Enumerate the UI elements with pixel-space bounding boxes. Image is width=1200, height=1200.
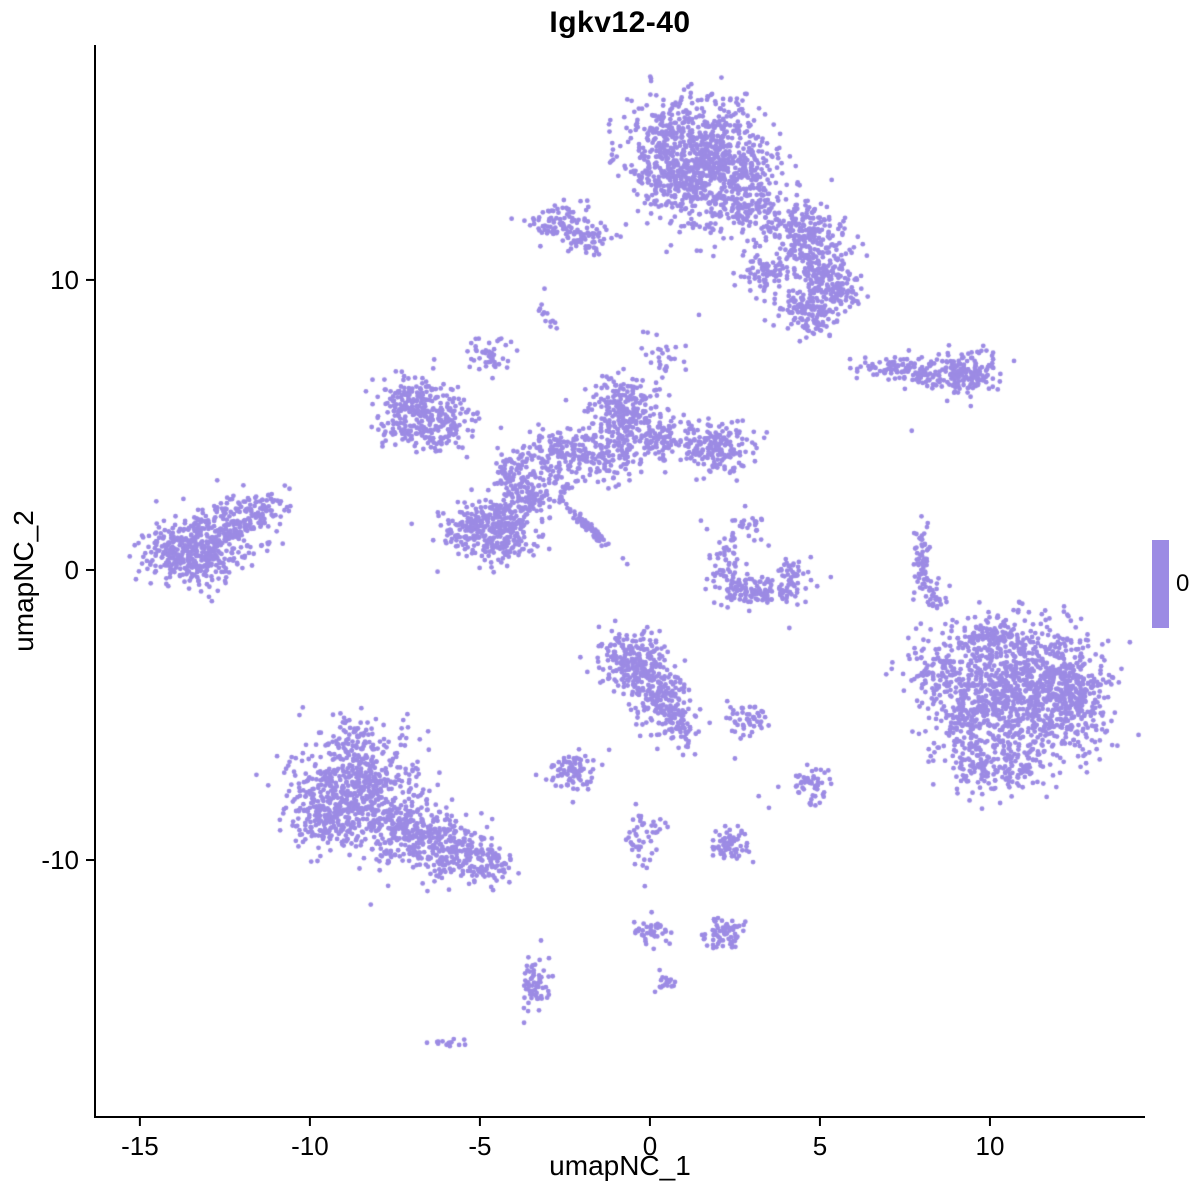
x-tick-label: -15 (121, 1131, 159, 1161)
y-tick-label: 0 (65, 555, 79, 585)
y-tick-label: 10 (50, 265, 79, 295)
y-tick-label: -10 (41, 845, 79, 875)
x-tick-label: -5 (468, 1131, 491, 1161)
x-tick-label: 5 (813, 1131, 827, 1161)
x-tick-label: -10 (291, 1131, 329, 1161)
legend-color-bar (1152, 540, 1169, 628)
x-tick-label: 0 (643, 1131, 657, 1161)
x-tick-label: 10 (975, 1131, 1004, 1161)
y-axis-label: umapNC_2 (8, 510, 39, 652)
plot-title: Igkv12-40 (549, 6, 691, 39)
legend: 0 (1152, 540, 1189, 628)
legend-label: 0 (1176, 570, 1190, 597)
x-axis-label: umapNC_1 (549, 1150, 691, 1181)
